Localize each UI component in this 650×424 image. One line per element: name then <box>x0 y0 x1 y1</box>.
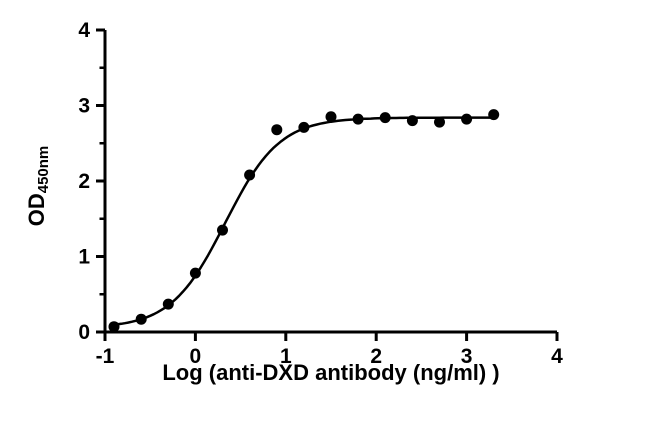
data-point <box>352 113 364 125</box>
data-point <box>108 321 120 333</box>
data-point <box>217 224 228 236</box>
data-point <box>298 121 310 133</box>
data-point <box>189 267 201 279</box>
data-point <box>434 116 445 128</box>
data-point <box>162 298 174 310</box>
x-tick-label: 1 <box>280 345 292 368</box>
x-tick-label: -1 <box>96 345 115 368</box>
y-axis-title-subscript: 450nm <box>35 145 52 194</box>
x-tick-label: 3 <box>461 345 473 368</box>
y-tick-label: 1 <box>78 246 90 269</box>
data-point <box>325 111 337 123</box>
y-axis-title-main: OD <box>24 193 49 227</box>
y-tick-label: 4 <box>78 19 90 42</box>
x-tick-label: 0 <box>190 345 202 368</box>
data-point <box>406 115 418 127</box>
data-point <box>461 113 473 125</box>
y-tick-label: 0 <box>78 321 90 344</box>
y-axis-title: OD450nm <box>24 146 52 227</box>
y-tick-label: 3 <box>78 95 90 118</box>
y-tick-label: 2 <box>78 170 90 193</box>
data-point <box>271 124 283 136</box>
x-tick-label: 2 <box>370 345 382 368</box>
data-point <box>379 112 391 124</box>
data-point <box>135 313 147 325</box>
x-axis-title: Log (anti-DXD antibody (ng/ml) ) <box>162 360 500 385</box>
fit-curve <box>113 116 494 327</box>
data-point <box>244 169 256 181</box>
data-point <box>488 109 500 121</box>
x-tick-label: 4 <box>551 345 563 368</box>
